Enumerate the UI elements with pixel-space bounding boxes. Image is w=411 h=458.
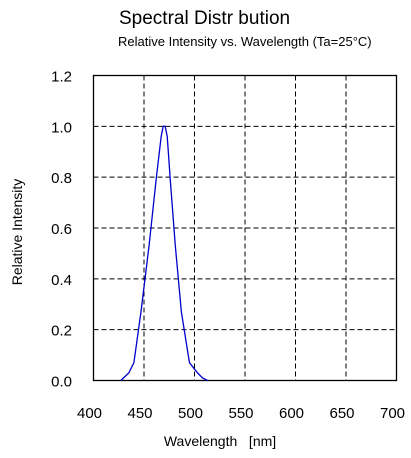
chart-title: Spectral Distr bution [119,8,290,29]
x-tick-label: 650 [329,405,354,422]
x-tick-label: 450 [127,405,152,422]
y-tick-label: 0.2 [51,323,72,340]
y-tick-label: 1.0 [51,119,72,136]
plot-frame [92,74,398,382]
y-tick-label: 0.4 [51,272,72,289]
y-tick-label: 0.6 [51,221,72,238]
x-tick-label: 500 [178,405,203,422]
spectral-curve [120,125,208,382]
y-axis-ticks: 0.0 0.2 0.4 0.6 0.8 1.0 1.2 [51,69,72,391]
x-axis-label: Wavelength [nm] [164,433,276,449]
x-tick-label: 550 [228,405,253,422]
y-tick-label: 1.2 [51,69,72,86]
y-axis-label: Relative Intensity [9,179,25,286]
y-tick-label: 0.8 [51,170,72,187]
x-axis-ticks: 400 450 500 550 600 650 700 [77,405,405,422]
x-tick-label: 700 [380,405,405,422]
series-group [120,125,208,382]
chart-subtitle: Relative Intensity vs. Wavelength (Ta=25… [118,34,372,49]
y-tick-label: 0.0 [51,374,72,391]
x-tick-label: 400 [77,405,102,422]
x-tick-label: 600 [279,405,304,422]
grid [93,75,397,381]
